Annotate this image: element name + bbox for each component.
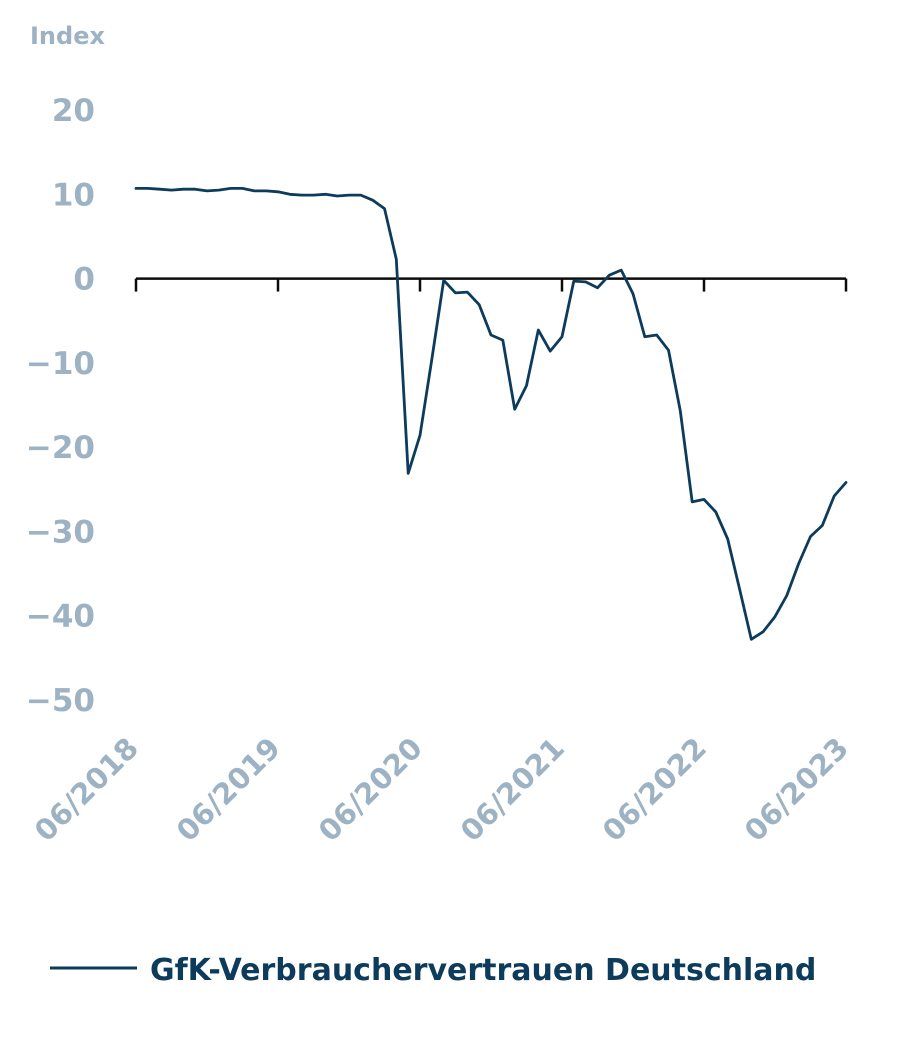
series-points [135, 187, 847, 640]
y-axis-tick-labels: 20 10 0 −10 −20 −30 −40 −50 [26, 93, 95, 719]
legend-label: GfK-Verbrauchervertrauen Deutschland [150, 953, 816, 988]
y-tick-label: −50 [26, 683, 95, 719]
y-tick-label: 20 [52, 93, 95, 129]
x-tick-label: 06/2020 [312, 731, 429, 848]
x-axis-tick-labels: 06/2018 06/2019 06/2020 06/2021 06/2022 06/20… [28, 731, 855, 848]
y-axis-unit-label: Index [30, 22, 105, 50]
x-tick-label: 06/2019 [170, 731, 287, 848]
y-tick-label: 0 [73, 262, 95, 298]
y-tick-label: −40 [26, 599, 95, 635]
y-tick-label: −30 [26, 514, 95, 550]
x-tick-label: 06/2023 [738, 731, 855, 848]
x-tick-label: 06/2018 [28, 731, 145, 848]
legend: GfK-Verbrauchervertrauen Deutschland [50, 953, 816, 988]
y-tick-label: −20 [26, 430, 95, 466]
x-tick-label: 06/2022 [596, 731, 713, 848]
series-line [134, 187, 848, 641]
x-tick-label: 06/2021 [454, 731, 571, 848]
y-tick-label: −10 [26, 346, 95, 382]
y-tick-label: 10 [52, 177, 95, 213]
x-axis [134, 277, 848, 292]
